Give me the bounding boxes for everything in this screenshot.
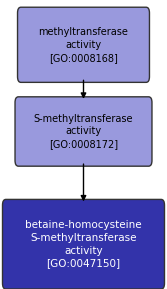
FancyBboxPatch shape xyxy=(18,7,149,82)
Text: S-methyltransferase
activity
[GO:0008172]: S-methyltransferase activity [GO:0008172… xyxy=(34,114,133,149)
FancyBboxPatch shape xyxy=(15,97,152,166)
Text: methyltransferase
activity
[GO:0008168]: methyltransferase activity [GO:0008168] xyxy=(39,27,128,63)
FancyBboxPatch shape xyxy=(3,199,164,289)
Text: betaine-homocysteine
S-methyltransferase
activity
[GO:0047150]: betaine-homocysteine S-methyltransferase… xyxy=(25,220,142,268)
